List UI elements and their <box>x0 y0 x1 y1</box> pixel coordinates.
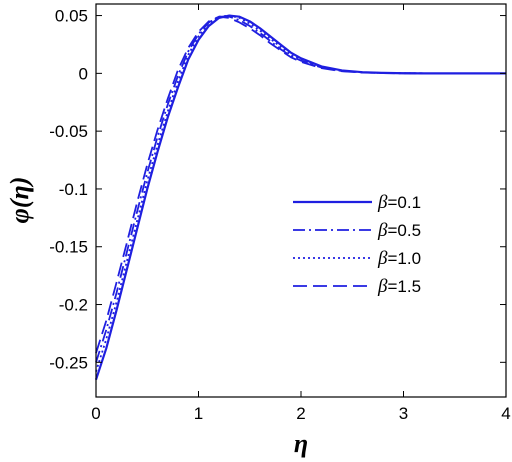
y-tick-label: 0 <box>79 64 88 83</box>
legend-label-2: β=0.5 <box>377 220 421 241</box>
x-tick-label: 3 <box>399 404 408 423</box>
x-axis-label: η <box>294 429 308 458</box>
y-tick-label: 0.05 <box>55 7 88 26</box>
y-tick-label: -0.15 <box>49 238 88 257</box>
y-tick-label: -0.05 <box>49 122 88 141</box>
x-tick-label: 0 <box>91 404 100 423</box>
axes-frame <box>95 3 507 398</box>
y-tick-label: -0.1 <box>59 180 88 199</box>
legend: β=0.1 β=0.5 β=1.0 β=1.5 <box>293 192 421 297</box>
legend-label-1: β=0.1 <box>377 192 421 213</box>
x-tick-label: 4 <box>501 404 510 423</box>
series-line-3 <box>95 14 506 372</box>
tick-labels: 0 1 2 3 4 0.05 0 -0.05 -0.1 -0.15 -0.2 -0.25 <box>49 7 510 423</box>
y-tick-label: -0.2 <box>59 296 88 315</box>
legend-label-4: β=1.5 <box>377 276 421 297</box>
series-line-4 <box>95 15 506 354</box>
y-tick-label: -0.25 <box>49 353 88 372</box>
legend-label-3: β=1.0 <box>377 248 421 269</box>
series-line-1 <box>94 14 506 381</box>
y-axis-label: φ(η) <box>5 177 34 224</box>
x-tick-label: 2 <box>296 404 305 423</box>
x-tick-label: 1 <box>194 404 203 423</box>
ticks <box>95 4 507 397</box>
series-line-2 <box>95 15 506 363</box>
plot-lines <box>94 14 506 381</box>
